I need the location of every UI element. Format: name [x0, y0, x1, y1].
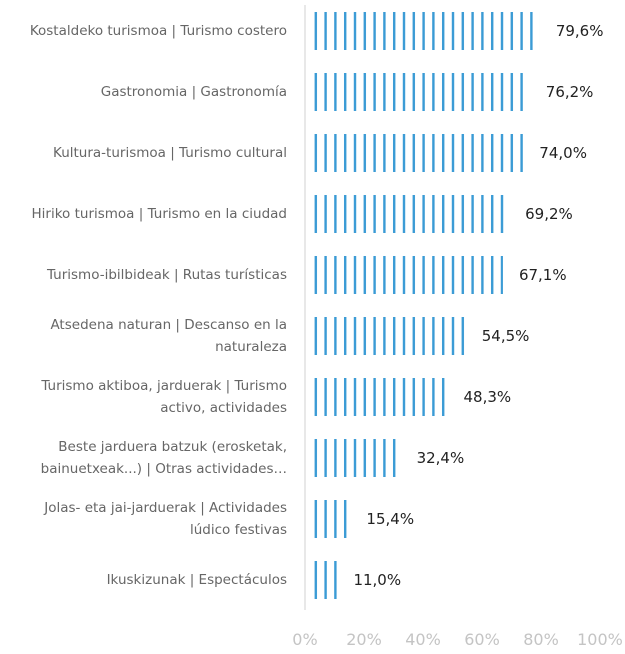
bar [310, 317, 466, 355]
bar [310, 561, 338, 599]
bar [310, 195, 510, 233]
value-label: 67,1% [518, 266, 567, 284]
x-tick-label: 80% [523, 630, 559, 649]
value-label: 69,2% [525, 205, 573, 223]
x-tick-label: 60% [464, 630, 500, 649]
bar [310, 378, 448, 416]
category-label: Turismo aktiboa, jarduerak | Turismo act… [41, 378, 287, 416]
value-label: 79,6% [555, 22, 604, 40]
category-label: Atsedena naturan | Descanso en la natura… [50, 317, 287, 355]
bar [310, 73, 530, 111]
category-label: Gastronomia | Gastronomía [100, 84, 287, 100]
value-label: 76,2% [545, 83, 594, 101]
x-tick-label: 20% [346, 630, 382, 649]
bar [310, 439, 401, 477]
category-label: Jolas- eta jai-jarduerak | Actividades l… [44, 500, 287, 538]
bar [310, 256, 503, 294]
category-label: Kultura-turismoa | Turismo cultural [53, 145, 287, 161]
x-tick-label: 100% [577, 630, 623, 649]
bar [310, 500, 351, 538]
value-label: 54,5% [481, 327, 530, 345]
value-label: 74,0% [539, 144, 587, 162]
category-label: Hiriko turismoa | Turismo en la ciudad [31, 206, 288, 222]
value-label: 11,0% [353, 571, 402, 589]
category-label: Turismo-ibilbideak | Rutas turísticas [46, 267, 287, 283]
x-tick-label: 0% [292, 630, 318, 649]
x-tick-label: 40% [405, 630, 441, 649]
bar [310, 134, 524, 172]
bar [310, 12, 540, 50]
category-label: Ikuskizunak | Espectáculos [106, 572, 287, 588]
value-label: 32,4% [416, 449, 465, 467]
category-label: Beste jarduera batzuk (erosketak, bainue… [40, 439, 287, 477]
value-label: 48,3% [463, 388, 512, 406]
category-label: Kostaldeko turismoa | Turismo costero [29, 23, 287, 39]
value-label: 15,4% [366, 510, 415, 528]
